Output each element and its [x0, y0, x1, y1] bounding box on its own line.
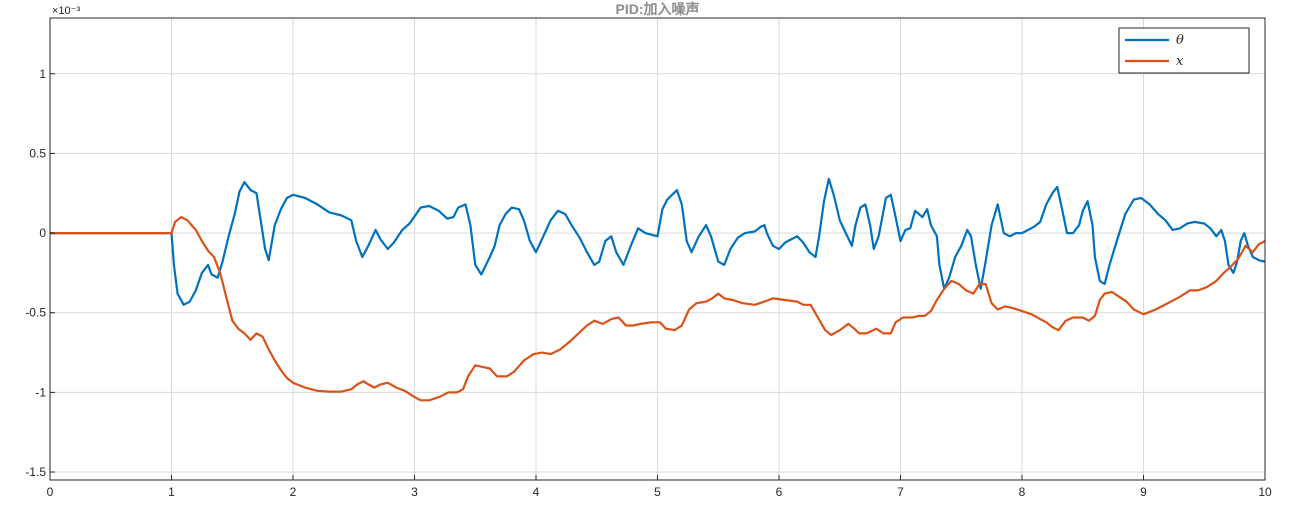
- y-exponent-label: ×10⁻³: [52, 5, 80, 17]
- x-tick-label: 4: [533, 485, 540, 499]
- x-tick-label: 9: [1140, 485, 1147, 499]
- series-line-theta: [50, 177, 1266, 306]
- axis-ticks: [49, 73, 1266, 480]
- x-tick-label: 10: [1258, 485, 1272, 499]
- x-tick-label: 3: [411, 485, 418, 499]
- legend-label: x: [1176, 54, 1184, 69]
- y-tick-label: 0.5: [29, 146, 46, 160]
- plot-area: [50, 177, 1266, 402]
- y-tick-label: 1: [39, 67, 46, 81]
- series-line-x: [50, 216, 1266, 402]
- x-tick-label: 7: [897, 485, 904, 499]
- legend[interactable]: θx: [1118, 27, 1250, 74]
- tick-labels: 0 1 2 3 4 5 6 7 8 9 10 -1.5 -1 -0.5 0 0.5 1: [25, 67, 1272, 499]
- x-tick-label: 2: [290, 485, 297, 499]
- y-tick-label: -0.5: [25, 306, 46, 320]
- y-tick-label: -1: [35, 385, 46, 399]
- y-tick-label: 0: [39, 226, 46, 240]
- x-tick-label: 5: [654, 485, 661, 499]
- x-tick-label: 1: [168, 485, 175, 499]
- x-tick-label: 0: [47, 485, 54, 499]
- legend-box: [1118, 27, 1250, 74]
- x-tick-label: 8: [1019, 485, 1026, 499]
- chart-title: PID:加入噪声: [616, 1, 700, 17]
- legend-label: θ: [1176, 33, 1184, 48]
- x-tick-label: 6: [776, 485, 783, 499]
- y-tick-label: -1.5: [25, 465, 46, 479]
